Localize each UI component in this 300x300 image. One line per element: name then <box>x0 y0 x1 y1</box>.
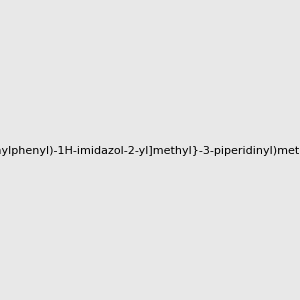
Text: 5-methyl-N-[(1-{[1-(3-methylphenyl)-1H-imidazol-2-yl]methyl}-3-piperidinyl)methy: 5-methyl-N-[(1-{[1-(3-methylphenyl)-1H-i… <box>0 146 300 157</box>
